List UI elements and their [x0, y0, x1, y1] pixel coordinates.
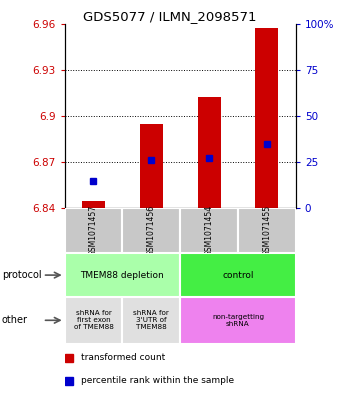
Text: GDS5077 / ILMN_2098571: GDS5077 / ILMN_2098571: [83, 10, 257, 23]
Bar: [122, 297, 180, 344]
Text: TMEM88 depletion: TMEM88 depletion: [81, 271, 164, 279]
Text: GSM1071454: GSM1071454: [205, 205, 214, 257]
Bar: [198, 97, 221, 208]
Bar: [180, 297, 296, 344]
Bar: [65, 208, 122, 253]
Text: other: other: [2, 315, 28, 325]
Bar: [82, 200, 105, 208]
Text: protocol: protocol: [2, 270, 41, 280]
Bar: [180, 208, 238, 253]
Text: shRNA for
first exon
of TMEM88: shRNA for first exon of TMEM88: [73, 310, 114, 330]
Text: shRNA for
3'UTR of
TMEM88: shRNA for 3'UTR of TMEM88: [133, 310, 169, 330]
Bar: [65, 297, 122, 344]
Bar: [180, 253, 296, 297]
Text: transformed count: transformed count: [81, 353, 165, 362]
Text: percentile rank within the sample: percentile rank within the sample: [81, 376, 234, 385]
Bar: [65, 253, 180, 297]
Text: GSM1071456: GSM1071456: [147, 205, 156, 257]
Bar: [255, 28, 278, 208]
Text: GSM1071457: GSM1071457: [89, 205, 98, 257]
Text: GSM1071455: GSM1071455: [262, 205, 271, 257]
Text: control: control: [222, 271, 254, 279]
Bar: [140, 124, 163, 208]
Bar: [238, 208, 296, 253]
Bar: [122, 208, 180, 253]
Text: non-targetting
shRNA: non-targetting shRNA: [212, 314, 264, 327]
